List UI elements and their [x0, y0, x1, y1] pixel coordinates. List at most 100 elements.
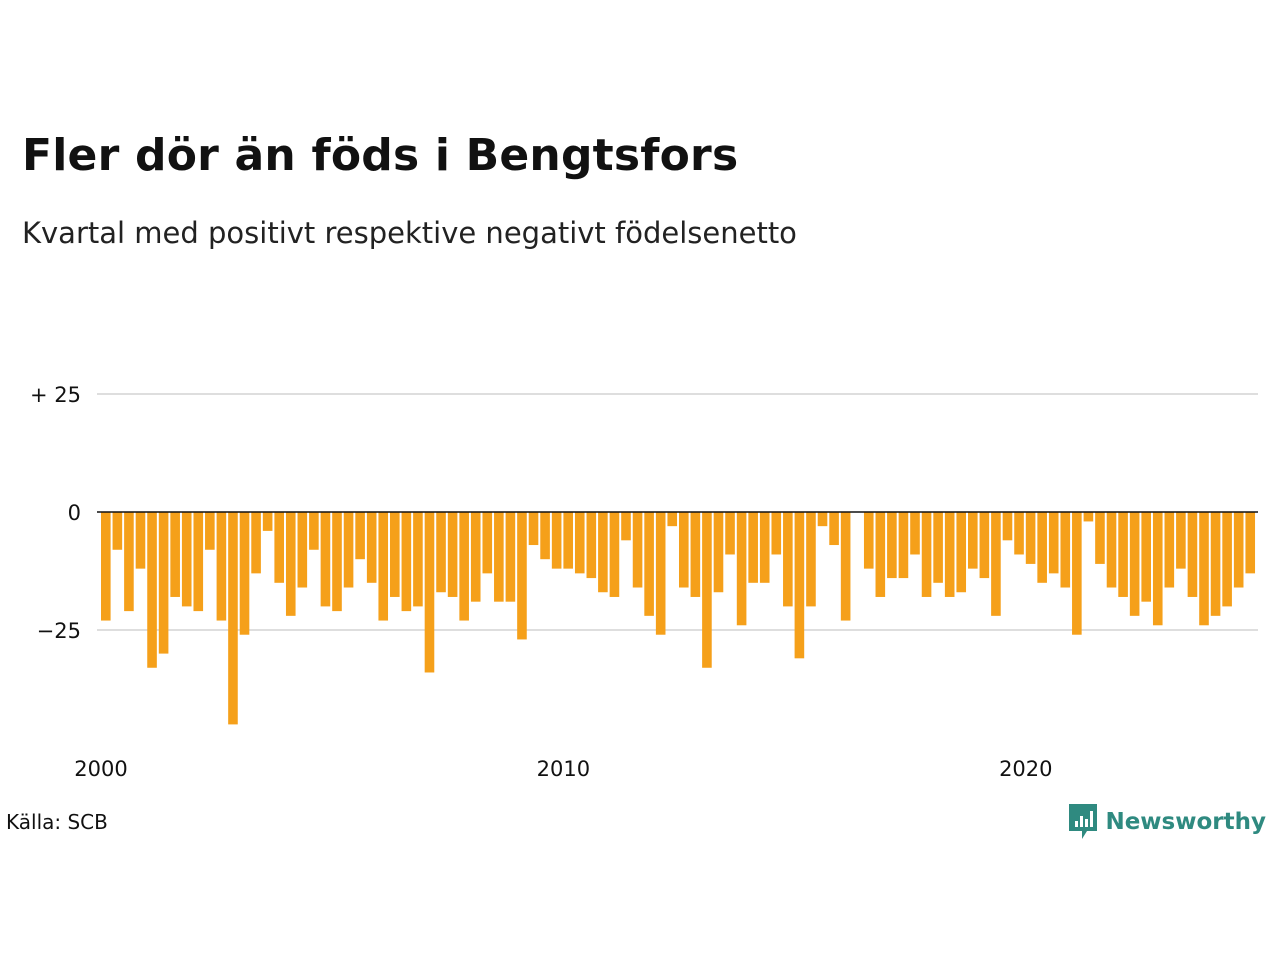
bar	[390, 512, 400, 597]
bar	[378, 512, 389, 621]
bar	[309, 512, 319, 550]
bar	[424, 512, 435, 673]
bar	[910, 512, 920, 555]
bar	[193, 512, 204, 612]
bar	[679, 512, 689, 588]
bar	[1106, 512, 1117, 588]
bar	[112, 512, 123, 550]
bar	[447, 512, 458, 597]
bar	[1199, 512, 1209, 626]
bar	[632, 512, 643, 588]
y-tick-label: + 25	[30, 383, 81, 407]
bar	[540, 512, 550, 560]
bar	[944, 512, 955, 597]
bar	[459, 512, 469, 621]
bar	[725, 512, 735, 555]
bar	[736, 512, 747, 626]
bar	[401, 512, 412, 612]
bar	[1129, 512, 1140, 616]
brand-name: Newsworthy	[1105, 809, 1266, 835]
bar	[887, 512, 897, 579]
bar	[1095, 512, 1105, 564]
bar	[1048, 512, 1059, 574]
bar	[320, 512, 331, 607]
bar	[1233, 512, 1244, 588]
bar	[505, 512, 516, 602]
bar	[644, 512, 654, 616]
bar	[586, 512, 597, 579]
bar	[158, 512, 169, 654]
source-note: Källa: SCB	[6, 810, 108, 834]
newsworthy-logo-icon	[1069, 804, 1098, 839]
chart-subtitle: Kvartal med positivt respektive negativt…	[22, 216, 797, 250]
bar	[794, 512, 805, 659]
bar	[1164, 512, 1175, 588]
y-tick-label: −25	[37, 619, 81, 643]
bar	[702, 512, 712, 668]
x-tick-label: 2010	[537, 757, 590, 781]
bar	[551, 512, 562, 569]
brand-logo: Newsworthy	[1069, 804, 1266, 840]
bar	[170, 512, 180, 597]
bar	[1187, 512, 1198, 597]
bar	[1037, 512, 1047, 583]
bar	[563, 512, 573, 569]
bar	[413, 512, 423, 607]
bar	[1152, 512, 1163, 626]
bar	[655, 512, 666, 635]
bar	[1060, 512, 1071, 588]
bar	[690, 512, 701, 597]
bar	[621, 512, 631, 541]
bar	[574, 512, 585, 574]
bar	[1025, 512, 1036, 564]
bar	[366, 512, 377, 583]
bar	[1072, 512, 1082, 635]
bar	[205, 512, 215, 550]
bar	[147, 512, 157, 668]
bar	[898, 512, 909, 579]
y-tick-label: 0	[68, 501, 81, 525]
bar	[667, 512, 678, 527]
bar	[875, 512, 886, 597]
bar	[609, 512, 620, 597]
bar	[343, 512, 354, 588]
bar	[713, 512, 724, 593]
bar	[1141, 512, 1151, 602]
bar	[1002, 512, 1013, 541]
bar	[1118, 512, 1128, 597]
bar	[1210, 512, 1221, 616]
bar	[863, 512, 874, 569]
bar	[598, 512, 608, 593]
bar	[101, 512, 111, 621]
bar	[1245, 512, 1256, 574]
bar	[979, 512, 990, 579]
bar	[817, 512, 828, 527]
bar	[181, 512, 192, 607]
bar	[216, 512, 227, 621]
bar	[135, 512, 146, 569]
bar	[355, 512, 365, 560]
bar	[991, 512, 1001, 616]
bar	[759, 512, 770, 583]
bar	[494, 512, 504, 602]
bar	[297, 512, 308, 588]
bar	[1222, 512, 1232, 607]
bar	[829, 512, 839, 546]
bar	[228, 512, 238, 725]
bar	[1014, 512, 1024, 555]
x-tick-label: 2000	[74, 757, 127, 781]
bar	[748, 512, 758, 583]
bar	[470, 512, 481, 602]
bar	[436, 512, 446, 593]
bar	[124, 512, 134, 612]
bar	[956, 512, 967, 593]
bar	[783, 512, 793, 607]
bar	[921, 512, 932, 597]
bar-chart: + 25 0 −25 2000 2010 2020	[30, 383, 1258, 781]
bar	[1176, 512, 1186, 569]
bar	[482, 512, 493, 574]
bar	[806, 512, 816, 607]
bar	[285, 512, 296, 616]
bar	[239, 512, 250, 635]
bar	[274, 512, 284, 583]
